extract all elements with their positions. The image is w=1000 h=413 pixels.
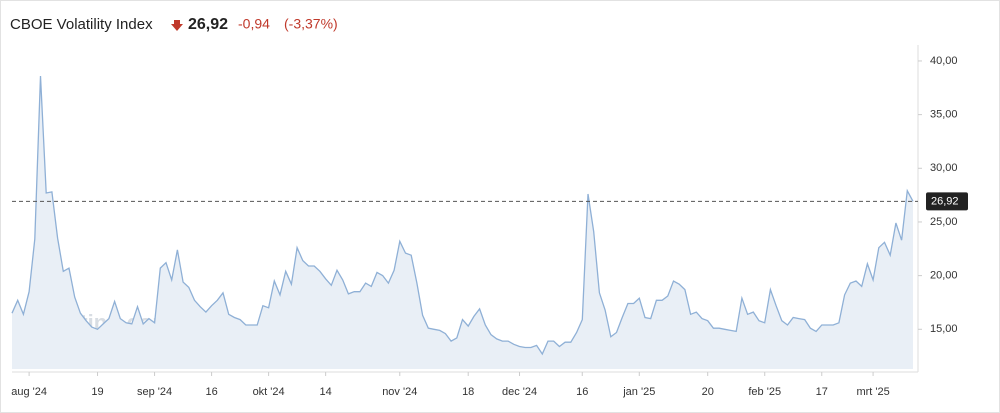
title: CBOE Volatility Index	[10, 16, 153, 33]
last-value-label: 26,92	[931, 195, 959, 207]
x-tick-label: 19	[91, 386, 103, 398]
x-tick-label: 14	[320, 386, 332, 398]
x-tick-label: aug '24	[11, 386, 47, 398]
x-tick-label: nov '24	[382, 386, 417, 398]
x-tick-label: okt '24	[253, 386, 285, 398]
x-tick-label: feb '25	[748, 386, 781, 398]
line	[11, 75, 914, 356]
x-tick-label: mrt '25	[856, 386, 889, 398]
x-tick-label: dec '24	[502, 386, 537, 398]
y-tick-label: 20,00	[930, 270, 958, 282]
area	[12, 76, 913, 369]
y-tick-label: 30,00	[930, 162, 958, 174]
last-value-badge	[926, 192, 968, 211]
y-tick-label: 35,00	[930, 109, 958, 121]
x-tick-label: sep '24	[137, 386, 172, 398]
x-tick-label: 18	[462, 386, 474, 398]
price: 26,92	[188, 16, 228, 33]
change: -0,94	[238, 16, 270, 32]
x-tick-label: jan '25	[622, 386, 655, 398]
down-arrow	[171, 20, 183, 31]
change-pct: (-3,37%)	[284, 16, 338, 32]
x-tick-label: 16	[576, 386, 588, 398]
x-tick-label: 17	[816, 386, 828, 398]
y-tick-label: 15,00	[930, 323, 958, 335]
y-tick-label: 25,00	[930, 216, 958, 228]
y-tick-label: 40,00	[930, 55, 958, 67]
x-tick-label: 20	[702, 386, 714, 398]
x-tick-label: 16	[205, 386, 217, 398]
